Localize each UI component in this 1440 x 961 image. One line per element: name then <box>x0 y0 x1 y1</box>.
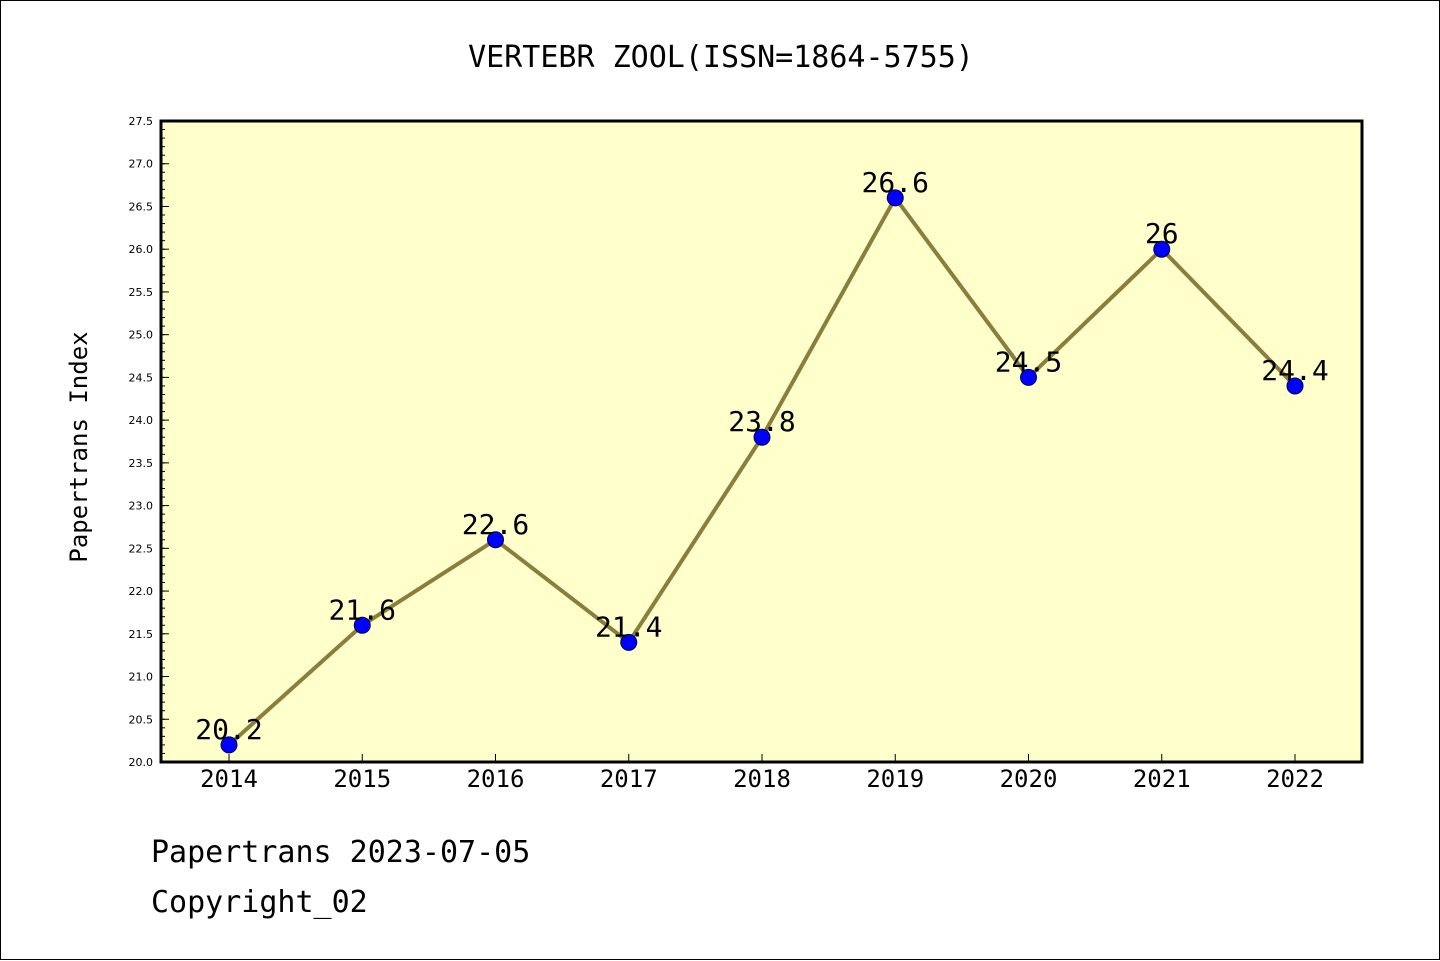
x-tick-label: 2021 <box>1133 765 1191 793</box>
series-points <box>220 189 1304 754</box>
y-tick-label: 25.0 <box>129 329 154 342</box>
data-labels: 20.2 21.6 22.6 21.4 23.8 26.6 24.5 26 24.4 <box>195 166 1328 746</box>
data-point <box>487 531 504 549</box>
y-tick-label: 24.5 <box>129 371 154 384</box>
y-tick-label: 22.5 <box>129 542 154 555</box>
y-tick-label: 27.5 <box>129 115 154 128</box>
x-tick-label: 2019 <box>866 765 924 793</box>
x-tick-label: 2014 <box>200 765 258 793</box>
y-tick-label: 26.0 <box>129 243 154 256</box>
data-point <box>1153 240 1171 258</box>
y-tick-label: 26.5 <box>129 200 154 213</box>
footer-date-text: Papertrans 2023-07-05 <box>151 835 531 870</box>
x-tick-label: 2015 <box>333 765 391 793</box>
y-tick-label: 24.0 <box>129 414 154 427</box>
data-label: 23.8 <box>728 405 795 438</box>
y-tick-label: 23.0 <box>129 500 154 513</box>
x-tick-label: 2022 <box>1266 765 1324 793</box>
data-point <box>353 616 371 634</box>
data-point <box>620 633 638 651</box>
y-tick-label: 27.0 <box>129 158 154 171</box>
data-point <box>1286 377 1304 395</box>
data-label: 20.2 <box>195 713 262 746</box>
footer-copyright-text: Copyright_02 <box>151 885 368 920</box>
data-label: 24.4 <box>1261 354 1328 387</box>
y-tick-label: 20.0 <box>129 756 154 769</box>
x-tick-label: 2017 <box>600 765 658 793</box>
data-point <box>753 428 771 446</box>
data-label: 22.6 <box>462 508 529 541</box>
data-label: 26.6 <box>862 166 929 199</box>
data-point <box>220 736 238 754</box>
plot-border <box>159 119 1364 764</box>
data-point <box>1020 368 1037 386</box>
data-label: 21.4 <box>595 610 662 643</box>
y-tick-label: 21.0 <box>129 671 154 684</box>
data-label: 26 <box>1145 217 1179 250</box>
y-axis-label: Papertrans Index <box>65 331 93 562</box>
x-tick-label: 2020 <box>1000 765 1058 793</box>
y-tick-label: 25.5 <box>129 286 154 299</box>
y-tick-label: 20.5 <box>129 713 154 726</box>
data-point <box>886 189 904 207</box>
data-label: 24.5 <box>995 345 1062 378</box>
data-label: 21.6 <box>329 593 396 626</box>
y-tick-label: 21.5 <box>129 628 154 641</box>
y-tick-label: 22.0 <box>129 585 154 598</box>
x-tick-label: 2018 <box>733 765 791 793</box>
chart-title: VERTEBR ZOOL(ISSN=1864-5755) <box>468 40 974 75</box>
x-tick-label: 2016 <box>467 765 525 793</box>
y-tick-label: 23.5 <box>129 457 154 470</box>
